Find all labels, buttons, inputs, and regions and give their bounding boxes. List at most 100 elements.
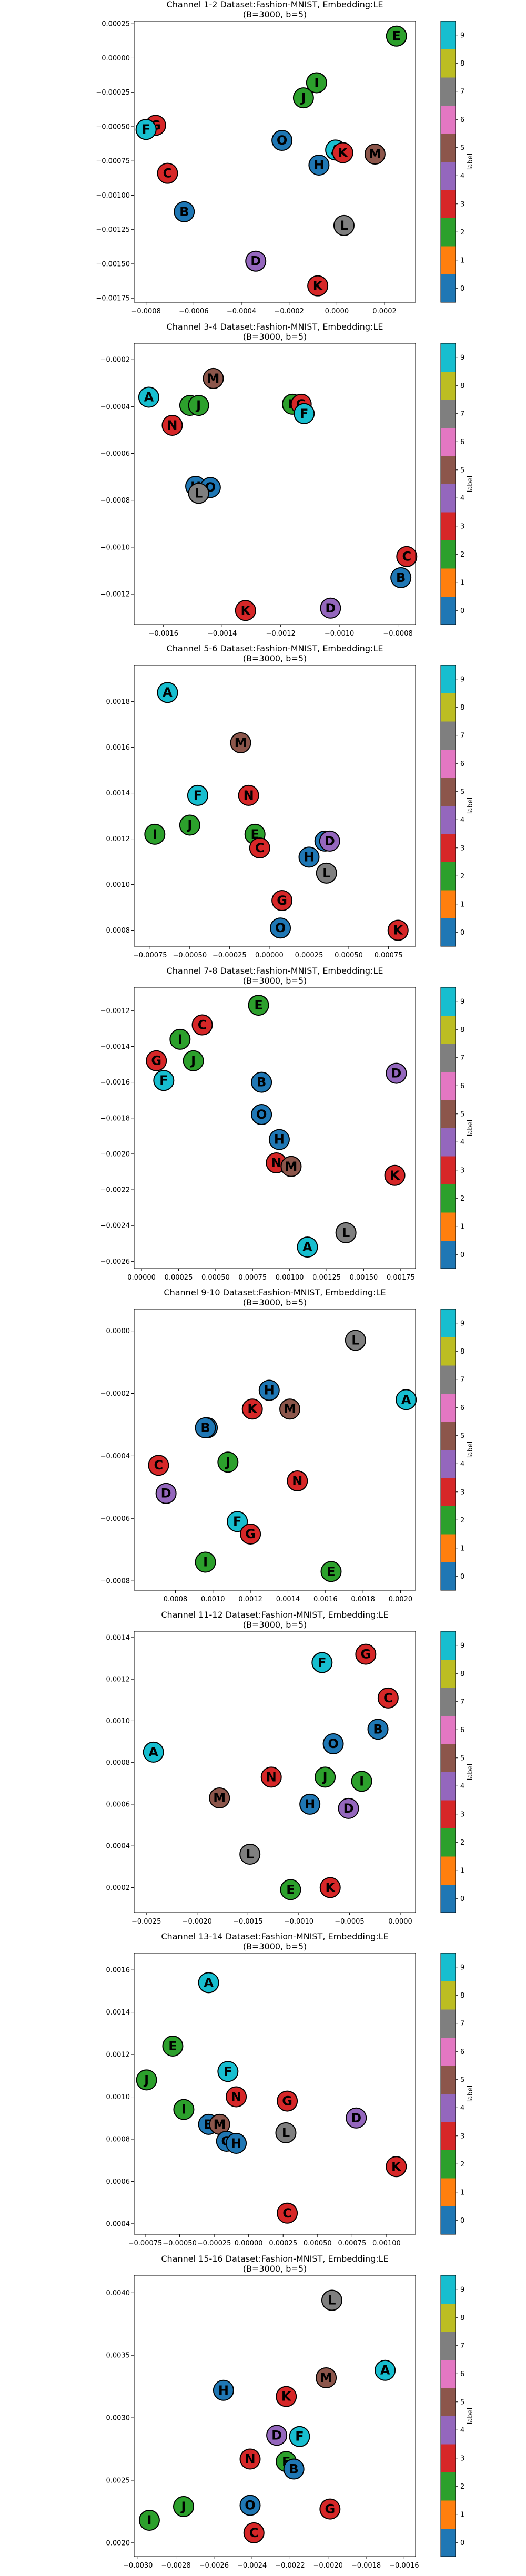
colorbar-tick-label: 2 [460, 1838, 464, 1846]
colorbar-segment [441, 1365, 456, 1394]
colorbar-segment [441, 512, 456, 540]
point-marker [245, 250, 267, 272]
point-letter: O [277, 133, 287, 148]
point-marker [162, 2035, 184, 2057]
scatter-point-M: M [280, 1156, 302, 1177]
colorbar-segment [441, 1981, 456, 2010]
colorbar-label: label [467, 1119, 474, 1136]
colorbar-segment [441, 805, 456, 834]
point-letter: K [247, 1402, 258, 1416]
colorbar-segment [441, 1534, 456, 1562]
point-letter: K [281, 2389, 292, 2404]
colorbar-segment [441, 890, 456, 918]
point-letter: O [256, 1107, 267, 1121]
point-letter: G [325, 2501, 335, 2516]
scatter-point-B: B [367, 1718, 389, 1740]
chart-title: Channel 11-12 Dataset:Fashion-MNIST, Emb… [161, 1610, 388, 1620]
scatter-point-C: C [191, 1014, 213, 1036]
y-tick-label: 0.00000 [102, 55, 130, 63]
chart-subtitle: (B=3000, b=5) [243, 2264, 307, 2274]
axes-frame [134, 21, 416, 303]
scatter-point-F: F [217, 2061, 239, 2082]
x-tick-label: 0.0002 [372, 308, 397, 315]
colorbar-segment [441, 1240, 456, 1269]
point-marker [386, 2156, 407, 2178]
point-marker [239, 2448, 261, 2470]
point-letter: J [143, 2072, 149, 2087]
colorbar-label: label [467, 475, 474, 492]
point-marker [188, 394, 209, 416]
point-marker [280, 1878, 301, 1900]
colorbar-segment [441, 2066, 456, 2094]
point-marker [173, 2099, 195, 2120]
point-marker [367, 1718, 389, 1740]
scatter-chart-4: Channel 7-8 Dataset:Fashion-MNIST, Embed… [0, 966, 526, 1289]
chart-svg: Channel 15-16 Dataset:Fashion-MNIST, Emb… [106, 2254, 475, 2570]
y-tick-label: −0.00175 [96, 295, 130, 303]
x-tick-label: 0.0000 [325, 308, 349, 315]
point-letter: K [325, 1880, 336, 1895]
point-letter: M [284, 1402, 296, 1416]
y-tick-label: −0.0026 [100, 1258, 130, 1265]
chart-subtitle: (B=3000, b=5) [243, 1941, 307, 1951]
point-marker [198, 1972, 219, 1994]
point-marker [157, 162, 178, 184]
x-tick-label: 0.0018 [351, 1596, 375, 1603]
colorbar-tick-label: 4 [460, 172, 464, 180]
point-marker [387, 919, 409, 941]
colorbar-tick-label: 9 [460, 32, 464, 39]
point-marker [386, 1062, 407, 1084]
point-letter: D [325, 600, 336, 615]
point-marker [319, 2498, 341, 2520]
point-marker [298, 846, 320, 868]
scatter-point-H: H [299, 1793, 321, 1815]
scatter-chart-3: Channel 5-6 Dataset:Fashion-MNIST, Embed… [0, 644, 526, 966]
point-marker [161, 414, 183, 436]
chart-title: Channel 5-6 Dataset:Fashion-MNIST, Embed… [167, 644, 383, 653]
point-letter: I [314, 75, 319, 90]
x-tick-label: −0.00025 [213, 952, 247, 959]
colorbar-tick-label: 7 [460, 2342, 464, 2350]
chart-subtitle: (B=3000, b=5) [243, 332, 307, 342]
point-marker [276, 2386, 297, 2407]
colorbar-tick-label: 7 [460, 1376, 464, 1384]
scatter-chart-6: Channel 11-12 Dataset:Fashion-MNIST, Emb… [0, 1610, 526, 1933]
point-letter: B [179, 205, 189, 219]
scatter-point-M: M [279, 1398, 301, 1420]
colorbar-frame [440, 1953, 456, 2235]
scatter-point-I: I [173, 2099, 195, 2120]
y-tick-label: −0.0018 [100, 1115, 130, 1122]
colorbar-tick-label: 9 [460, 2286, 464, 2294]
chart-subtitle: (B=3000, b=5) [243, 1297, 307, 1307]
chart-svg: Channel 3-4 Dataset:Fashion-MNIST, Embed… [100, 322, 474, 638]
point-marker [375, 2359, 396, 2381]
colorbar-label: label [467, 154, 474, 170]
point-letter: M [235, 735, 247, 750]
point-letter: C [282, 2206, 292, 2221]
scatter-point-M: M [364, 144, 386, 165]
colorbar-tick-label: 8 [460, 1992, 464, 2000]
scatter-point-K: K [384, 1164, 406, 1186]
point-marker [138, 386, 159, 408]
colorbar-tick-label: 5 [460, 1432, 464, 1440]
y-tick-label: −0.0008 [100, 497, 130, 505]
point-marker [384, 1164, 406, 1186]
scatter-point-N: N [238, 784, 259, 806]
point-marker [243, 2522, 265, 2543]
scatter-point-E: E [386, 25, 407, 47]
scatter-point-C: C [277, 2202, 298, 2224]
point-marker [235, 599, 256, 621]
point-letter: N [244, 788, 254, 803]
point-marker [315, 1766, 336, 1787]
colorbar-tick-label: 1 [460, 257, 464, 264]
colorbar-segment [441, 1953, 456, 1981]
colorbar-segment [441, 134, 456, 162]
y-tick-label: 0.0010 [106, 2093, 130, 2101]
point-letter: D [343, 1801, 354, 1815]
colorbar-tick-label: 6 [460, 438, 464, 446]
colorbar-segment [441, 246, 456, 274]
point-letter: K [391, 2159, 402, 2174]
point-marker [195, 1551, 216, 1573]
point-marker [195, 1417, 216, 1438]
x-tick-label: −0.0008 [131, 308, 160, 315]
